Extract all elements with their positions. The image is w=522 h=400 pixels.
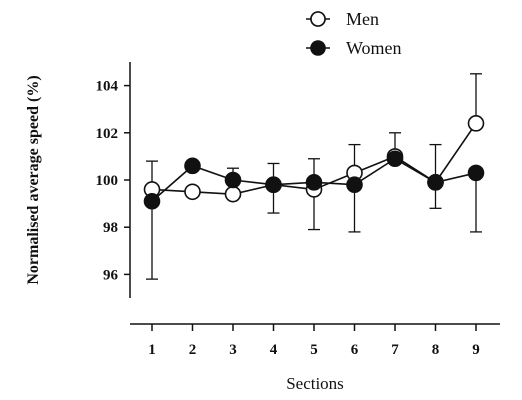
data-point-women [224,171,242,189]
series-points [143,115,485,210]
y-axis-title: Normalised average speed (%) [25,75,42,284]
legend: Men Women [306,9,402,58]
legend-label-women: Women [346,38,402,58]
x-tick-label: 3 [229,342,237,358]
legend-label-men: Men [346,9,379,29]
y-tick-label: 96 [103,267,119,283]
data-point-women [427,174,444,191]
data-point-women [346,176,363,194]
x-tick-label: 8 [432,342,440,358]
data-point-women [184,157,201,175]
y-tick-label: 98 [103,220,118,236]
y-tick-label: 102 [96,126,119,142]
data-point-men [467,115,485,132]
x-tick-label: 5 [310,342,318,358]
legend-marker-men-overlay [310,11,326,27]
data-point-women [143,192,161,210]
y-ticks: 96 98 100 102 104 [96,79,130,283]
data-point-women [305,174,323,191]
data-point-men [224,185,242,203]
x-axis-title: Sections [286,374,344,393]
y-tick-label: 104 [96,79,119,95]
x-tick-label: 7 [391,342,399,358]
x-tick-label: 2 [189,342,197,358]
data-point-women [467,164,485,182]
x-tick-label: 9 [472,342,480,358]
data-point-women [386,150,404,168]
legend-marker-women [310,40,326,56]
data-point-women [265,176,282,194]
x-tick-label: 6 [351,342,359,358]
y-tick-label: 100 [96,173,119,189]
data-point-men [184,183,201,201]
x-tick-label: 4 [270,342,278,358]
x-tick-label: 1 [148,342,156,358]
x-ticks: 1 2 3 4 5 6 7 8 9 [148,324,480,358]
